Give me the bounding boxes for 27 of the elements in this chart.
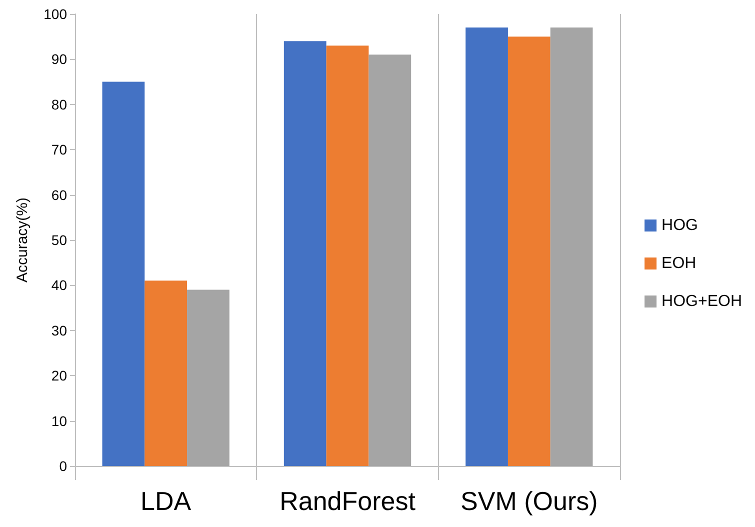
bar [508, 36, 550, 466]
y-tick-label: 60 [51, 186, 68, 203]
y-tick-label: 10 [51, 412, 68, 429]
y-tick-label: 20 [51, 368, 68, 384]
y-tick-label: 0 [59, 458, 68, 474]
bar [326, 46, 369, 466]
y-tick-label: 80 [51, 96, 68, 112]
x-tick-label: SVM (Ours) [460, 486, 598, 516]
legend-label: HOG [662, 217, 698, 234]
bar [187, 290, 230, 466]
x-tick-label: RandForest [280, 486, 416, 516]
bar [466, 28, 508, 466]
y-tick-label: 70 [51, 142, 68, 158]
bar [550, 28, 593, 466]
y-tick-label: 90 [51, 51, 68, 68]
bar [284, 41, 326, 466]
y-tick-label: 100 [44, 6, 68, 22]
legend-label: EOH [662, 255, 696, 272]
bar [368, 54, 412, 466]
y-tick-label: 30 [51, 322, 68, 338]
bar [144, 280, 188, 466]
bar [102, 82, 145, 466]
y-axis-title: Accuracy(%) [14, 197, 31, 283]
x-tick-label: LDA [140, 486, 192, 516]
y-tick-label: 40 [51, 277, 68, 294]
y-tick-label: 50 [51, 232, 68, 248]
legend-label: HOG+EOH [662, 293, 742, 310]
